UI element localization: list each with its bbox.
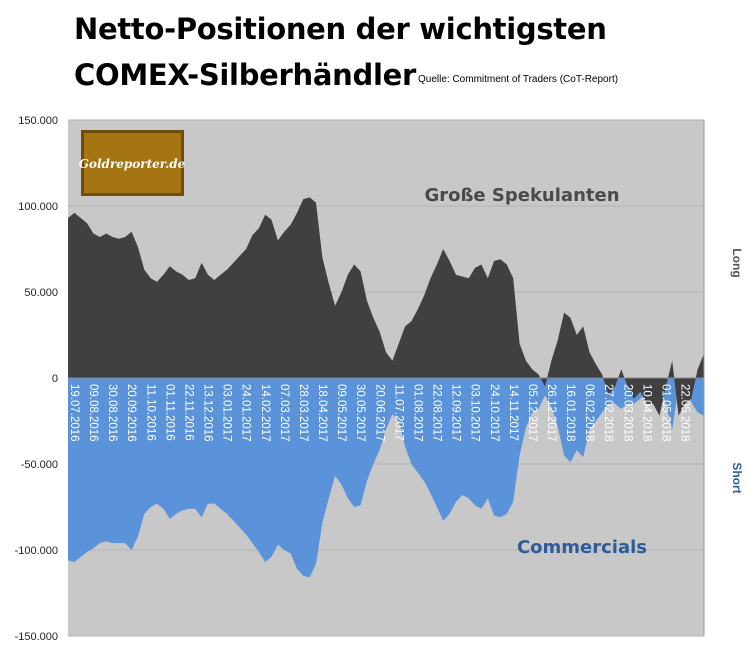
- x-tick-label: 22.11.2016: [183, 384, 195, 441]
- y-tick-label: -50.000: [21, 459, 58, 471]
- x-tick-label: 11.10.2016: [144, 384, 156, 441]
- x-tick-label: 09.05.2017: [335, 384, 347, 442]
- y-tick-label: -100.000: [15, 545, 58, 557]
- chart-source-note: Quelle: Commitment of Traders (CoT-Repor…: [418, 74, 619, 85]
- x-tick-label: 22.05.2018: [679, 384, 691, 442]
- x-tick-label: 20.03.2018: [621, 384, 633, 442]
- series-area-commercials: [68, 378, 704, 578]
- x-tick-label: 06.02.2018: [583, 384, 595, 442]
- logo-text: Goldreporter.de: [79, 157, 186, 171]
- series-area-speculators: [68, 197, 704, 416]
- x-tick-label: 18.04.2017: [316, 384, 328, 442]
- chart-title-line-1: Netto-Positionen der wichtigsten: [74, 12, 607, 46]
- logo: Goldreporter.de: [79, 130, 186, 196]
- x-tick-label: 12.09.2017: [450, 384, 462, 442]
- annotation-speculators: Große Spekulanten: [424, 185, 619, 206]
- x-tick-label: 07.03.2017: [278, 384, 290, 442]
- x-tick-label: 03.10.2017: [469, 384, 481, 442]
- x-tick-label: 28.03.2017: [297, 384, 309, 442]
- y-tick-label: -150.000: [15, 631, 58, 643]
- annotation-commercials: Commercials: [517, 537, 647, 558]
- x-tick-label: 20.06.2017: [373, 384, 385, 442]
- x-tick-label: 14.11.2017: [507, 384, 519, 441]
- x-tick-label: 27.02.2018: [602, 384, 614, 442]
- x-tick-label: 16.01.2018: [564, 384, 576, 442]
- x-tick-label: 09.08.2016: [87, 384, 99, 442]
- x-tick-label: 14.02.2017: [259, 384, 271, 442]
- x-tick-label: 01.11.2016: [163, 384, 175, 441]
- x-tick-label: 10.04.2018: [640, 384, 652, 442]
- y-tick-label: 100.000: [18, 201, 58, 213]
- x-tick-label: 20.09.2016: [125, 384, 137, 442]
- x-tick-label: 01.08.2017: [411, 384, 423, 442]
- x-axis-tick-labels: 19.07.2016 09.08.2016 30.08.2016 20.09.2016…: [68, 384, 691, 442]
- right-label-short: Short: [730, 462, 744, 493]
- x-tick-label: 30.05.2017: [354, 384, 366, 442]
- x-tick-label: 30.08.2016: [106, 384, 118, 442]
- x-tick-label: 26.12.2017: [545, 384, 557, 442]
- x-tick-label: 01.05.2018: [660, 384, 672, 442]
- y-axis-tick-labels: 150.000 100.000 50.000 0 -50.000 -100.000 -150…: [15, 115, 58, 643]
- x-tick-label: 05.12.2017: [526, 384, 538, 442]
- y-tick-label: 0: [52, 373, 58, 385]
- x-tick-label: 24.01.2017: [240, 384, 252, 442]
- y-tick-label: 150.000: [18, 115, 58, 127]
- y-tick-label: 50.000: [24, 287, 58, 299]
- x-tick-label: 24.10.2017: [488, 384, 500, 442]
- chart-title-line-2: COMEX-Silberhändler: [74, 58, 416, 92]
- right-label-long: Long: [730, 248, 744, 277]
- x-tick-label: 13.12.2016: [202, 384, 214, 442]
- x-tick-label: 11.07.2017: [392, 384, 404, 441]
- x-tick-label: 19.07.2016: [68, 384, 80, 442]
- series-areas: [68, 197, 704, 578]
- x-tick-label: 22.08.2017: [431, 384, 443, 442]
- x-tick-label: 03.01.2017: [221, 384, 233, 442]
- logo-plate: [84, 133, 181, 193]
